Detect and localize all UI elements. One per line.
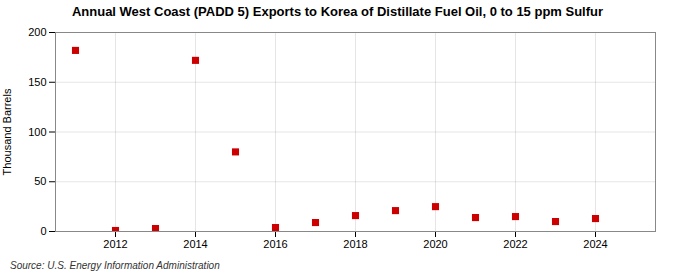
html-text:Annual West Coast (PADD 5) Exp: Annual West Coast (PADD 5) Exports to Ko… [71, 4, 604, 19]
svg-text:200: 200 [28, 26, 46, 38]
svg-text:0: 0 [40, 225, 46, 237]
svg-text:2014: 2014 [183, 238, 207, 250]
svg-text:2016: 2016 [263, 238, 287, 250]
html-text:Source: U.S. Energy Informatio: Source: U.S. Energy Information Administ… [10, 260, 220, 271]
svg-text:2020: 2020 [423, 238, 447, 250]
svg-text:Thousand Barrels: Thousand Barrels [1, 88, 13, 175]
svg-text:50: 50 [34, 175, 46, 187]
svg-text:150: 150 [28, 76, 46, 88]
svg-text:2018: 2018 [343, 238, 367, 250]
svg-text:100: 100 [28, 126, 46, 138]
svg-text:2022: 2022 [503, 238, 527, 250]
svg-text:2012: 2012 [103, 238, 127, 250]
svg-text:2024: 2024 [583, 238, 607, 250]
